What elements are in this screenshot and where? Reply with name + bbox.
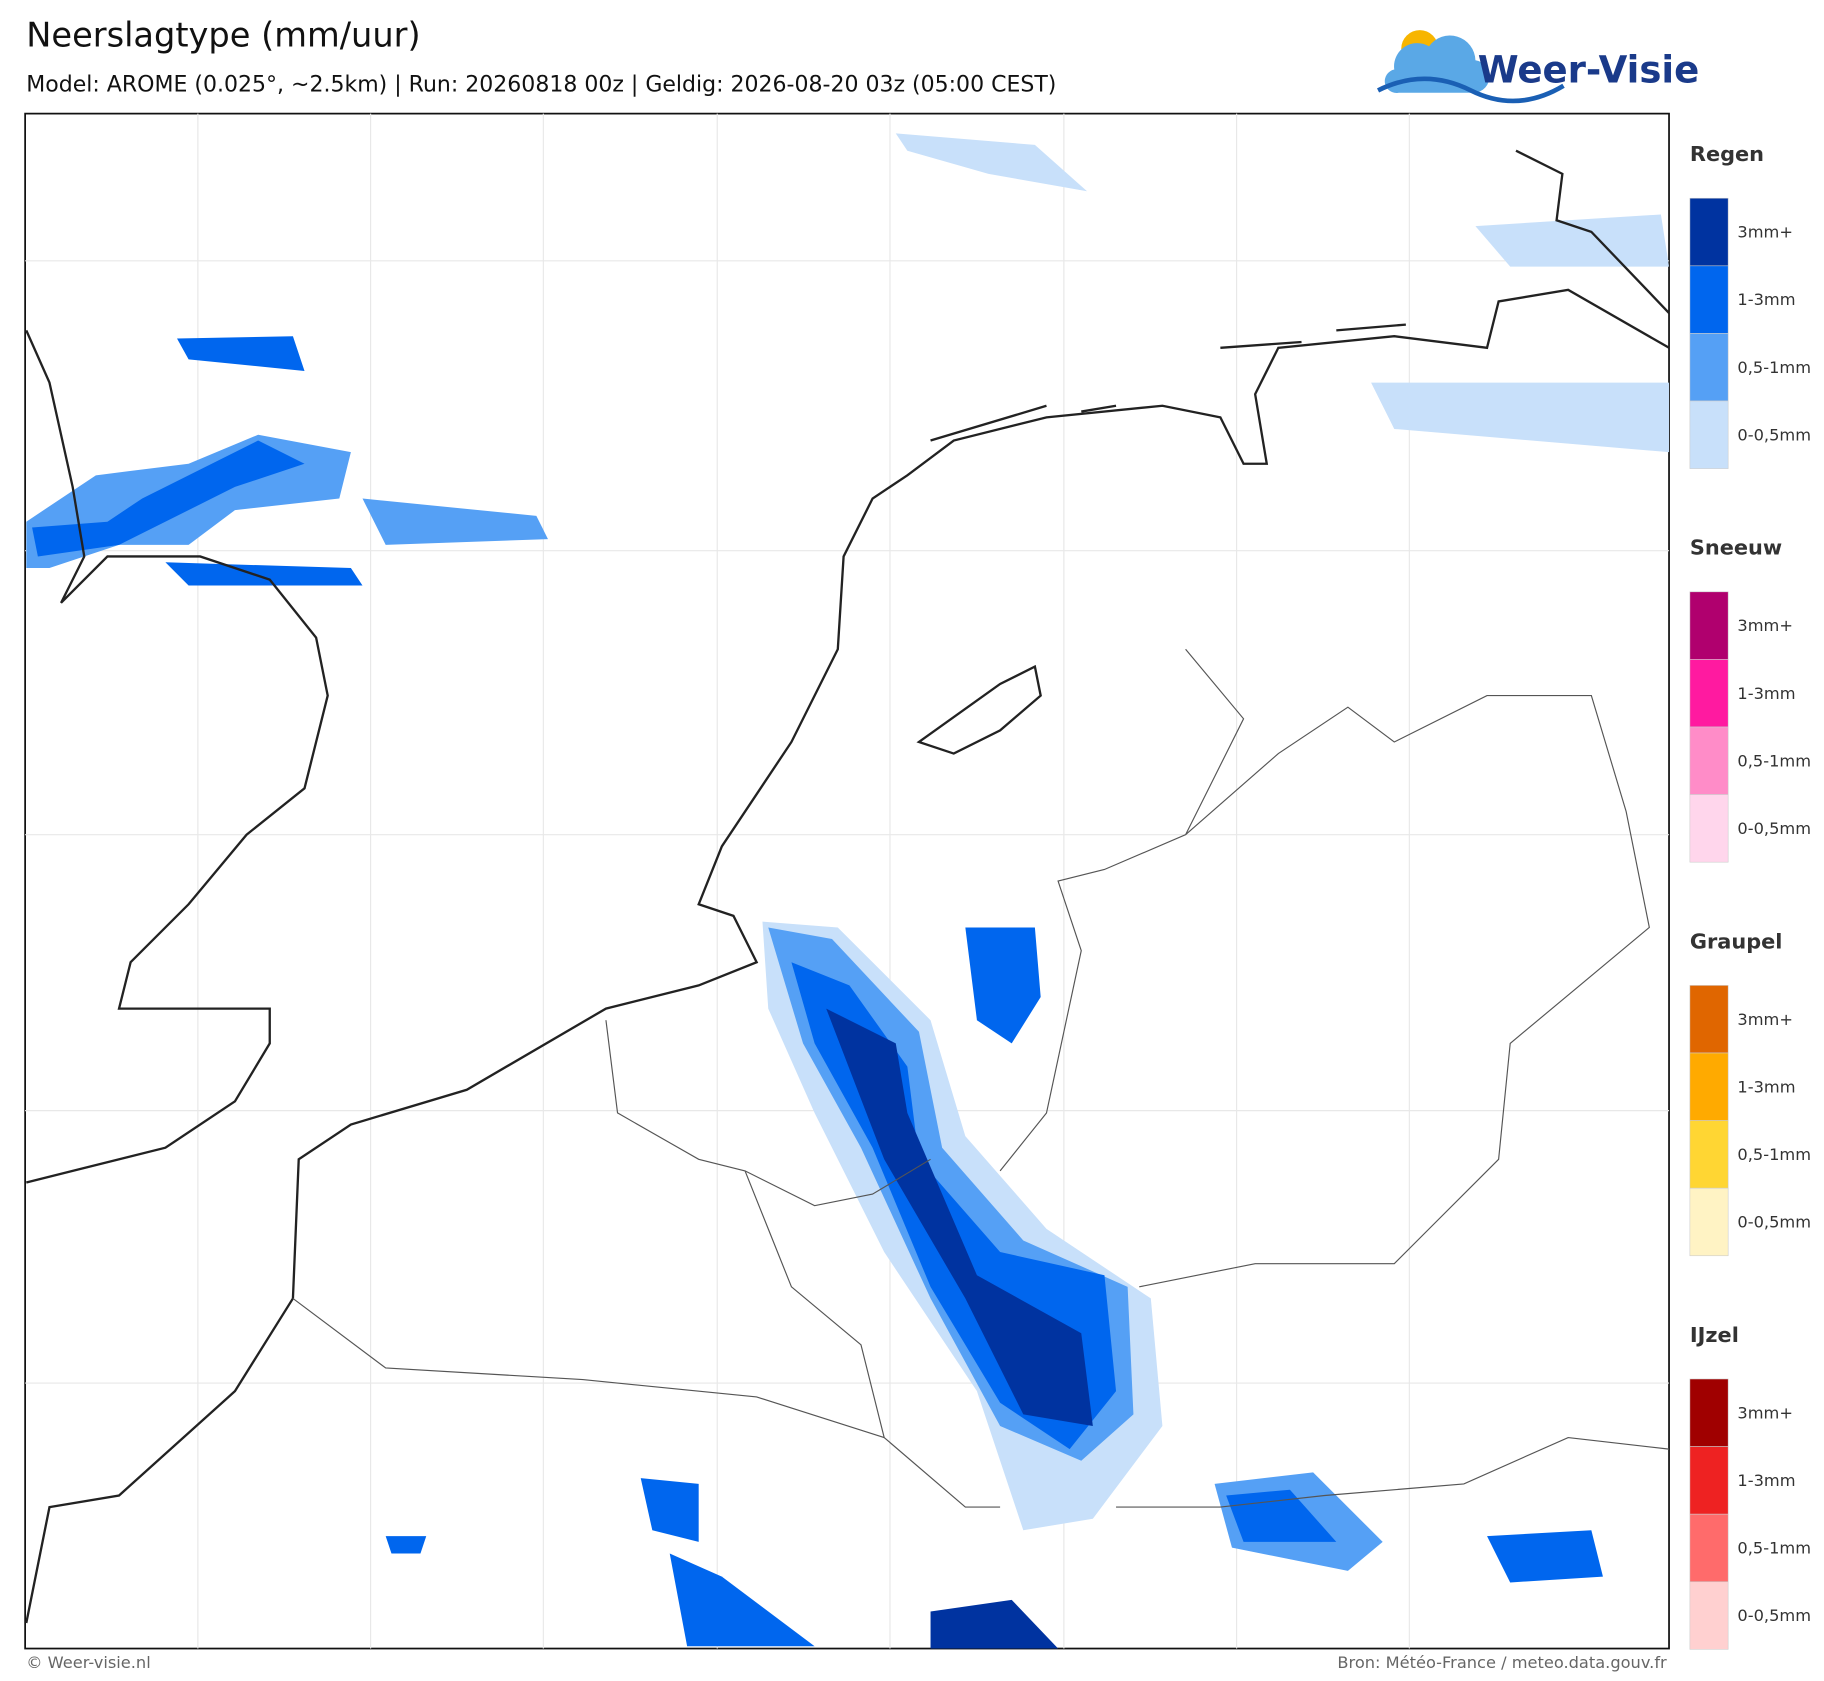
legend-swatch: [1689, 794, 1729, 863]
coastlines: [25, 149, 1670, 1624]
legend-label: 0,5-1mm: [1737, 358, 1811, 377]
footer-right: Bron: Météo-France / meteo.data.gouv.fr: [1337, 1653, 1667, 1672]
legend-label: 0-0,5mm: [1737, 1213, 1811, 1232]
legend-swatch: [1689, 265, 1729, 334]
legend: Regen 3mm+ 1-3mm 0,5-1mm 0-0,5mm Sneeuw 3mm+ 1-…: [1689, 142, 1811, 1650]
logo-text: Weer-Visie: [1478, 48, 1700, 91]
legend-label: 0-0,5mm: [1737, 819, 1811, 838]
legend-label: 3mm+: [1737, 616, 1793, 635]
legend-swatch: [1689, 333, 1729, 402]
legend-label: 0,5-1mm: [1737, 1539, 1811, 1558]
legend-label: 3mm+: [1737, 1403, 1793, 1422]
legend-swatch: [1689, 726, 1729, 795]
borders: [292, 648, 1670, 1508]
legend-label: 3mm+: [1737, 1010, 1793, 1029]
legend-title: IJzel: [1690, 1323, 1739, 1347]
legend-swatch: [1689, 1513, 1729, 1583]
legend-label: 1-3mm: [1737, 290, 1795, 309]
legend-swatch: [1689, 1187, 1729, 1257]
legend-title: Graupel: [1690, 929, 1783, 953]
logo: Weer-Visie: [1377, 30, 1700, 104]
legend-swatch: [1689, 985, 1729, 1054]
footer-left: © Weer-visie.nl: [26, 1653, 150, 1672]
legend-swatch: [1689, 1581, 1729, 1650]
map: [24, 112, 1670, 1650]
legend-title: Sneeuw: [1690, 536, 1782, 560]
legend-label: 0,5-1mm: [1737, 751, 1811, 770]
legend-label: 1-3mm: [1737, 1077, 1795, 1096]
legend-swatch: [1689, 591, 1729, 660]
legend-label: 0,5-1mm: [1737, 1145, 1811, 1164]
legend-label: 3mm+: [1737, 223, 1793, 242]
legend-swatch: [1689, 197, 1729, 267]
legend-title: Regen: [1690, 142, 1764, 166]
legend-swatch: [1689, 400, 1729, 469]
legend-swatch: [1689, 659, 1729, 728]
precipitation: [26, 133, 1670, 1649]
legend-label: 0-0,5mm: [1737, 1606, 1811, 1625]
legend-label: 1-3mm: [1737, 1471, 1795, 1490]
legend-swatch: [1689, 1446, 1729, 1515]
legend-swatch: [1689, 1052, 1729, 1121]
title: Neerslagtype (mm/uur): [26, 15, 420, 54]
subtitle: Model: AROME (0.025°, ~2.5km) | Run: 202…: [26, 73, 1056, 98]
legend-label: 0-0,5mm: [1737, 425, 1811, 444]
legend-swatch: [1689, 1378, 1729, 1447]
legend-label: 1-3mm: [1737, 684, 1795, 703]
legend-swatch: [1689, 1120, 1729, 1189]
